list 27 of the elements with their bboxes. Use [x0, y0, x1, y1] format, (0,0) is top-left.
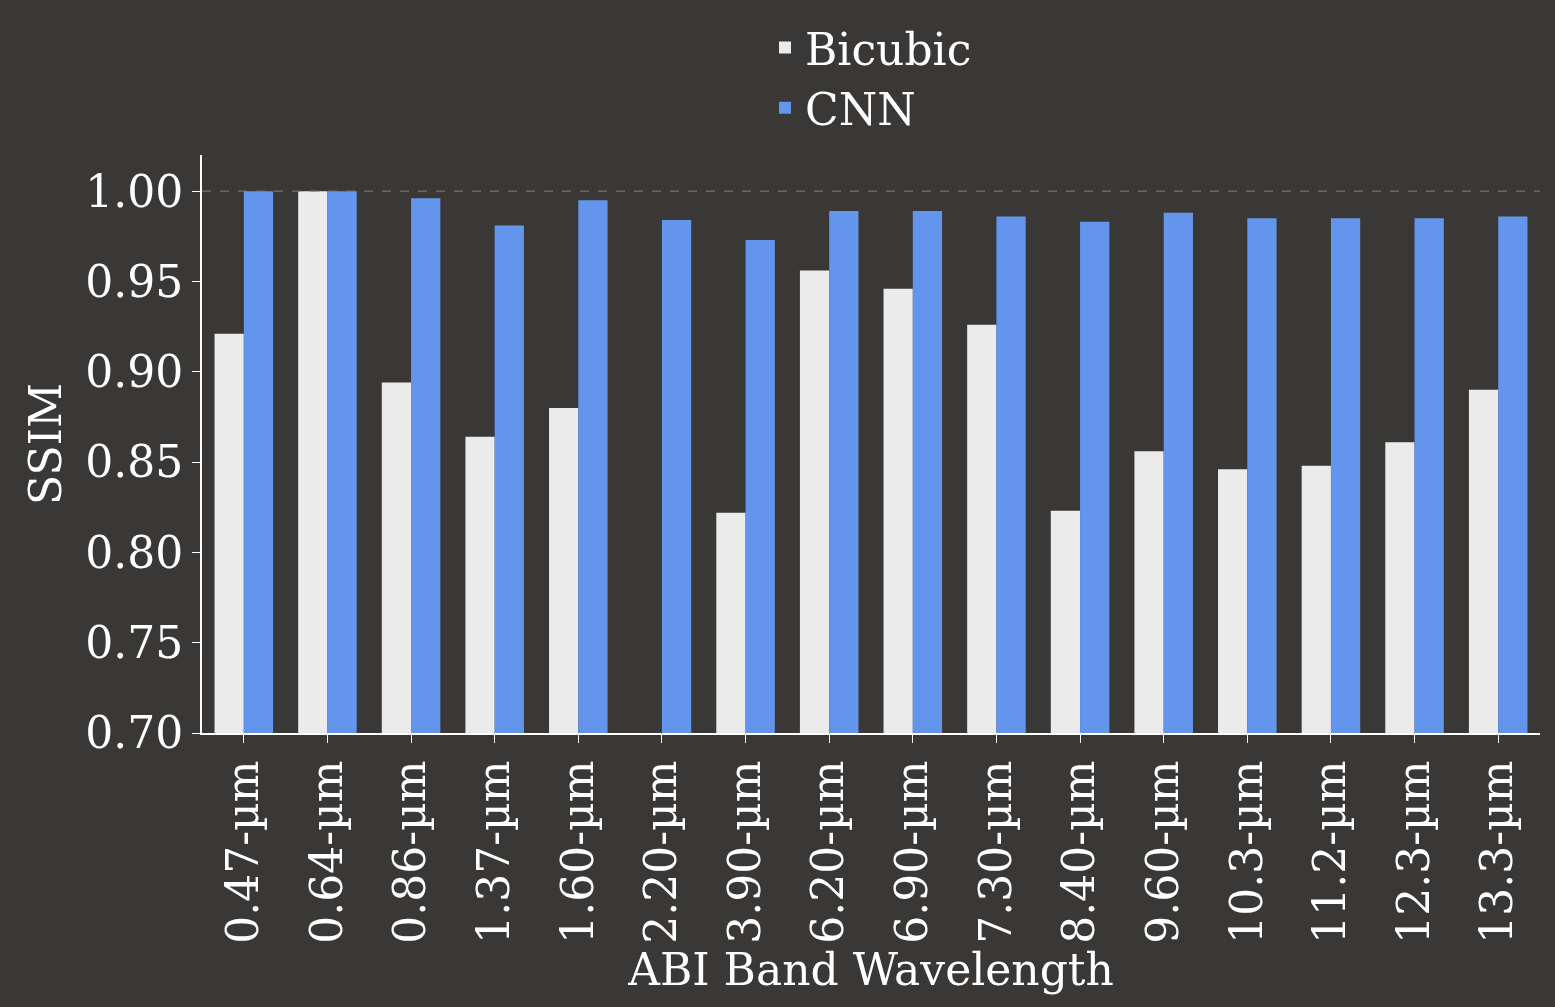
- x-tick-label: 9.60-µm: [1136, 760, 1188, 944]
- x-axis-title: ABI Band Wavelength: [627, 943, 1114, 995]
- x-tick-label: 12.3-µm: [1387, 760, 1439, 944]
- x-tick-label: 10.3-µm: [1220, 760, 1272, 944]
- y-tick-label: 0.80: [85, 526, 184, 578]
- x-tick-label: 1.60-µm: [551, 760, 603, 944]
- x-tick-label: 13.3-µm: [1471, 760, 1523, 944]
- x-tick-label: 6.20-µm: [802, 760, 854, 944]
- x-tick-label: 1.37-µm: [467, 760, 519, 944]
- x-tick-label: 2.20-µm: [635, 760, 687, 944]
- legend-label: Bicubic: [805, 23, 972, 75]
- x-tick-label: 0.86-µm: [384, 760, 436, 944]
- y-axis-title: SSIM: [19, 383, 71, 505]
- x-tick-label: 0.64-µm: [300, 760, 352, 944]
- x-tick-label: 7.30-µm: [969, 760, 1021, 944]
- y-tick-label: 0.90: [85, 346, 184, 398]
- legend-label: CNN: [805, 83, 916, 135]
- x-tick-label: 11.2-µm: [1304, 760, 1356, 944]
- x-tick-label: 0.47-µm: [217, 760, 269, 944]
- y-tick-label: 0.95: [85, 255, 184, 307]
- y-tick-label: 0.75: [85, 617, 184, 669]
- x-tick-label: 6.90-µm: [886, 760, 938, 944]
- x-tick-label: 8.40-µm: [1053, 760, 1105, 944]
- x-tick-label: 3.90-µm: [718, 760, 770, 944]
- y-tick-label: 0.85: [85, 436, 184, 488]
- y-tick-label: 0.70: [85, 707, 184, 759]
- y-tick-label: 1.00: [85, 165, 184, 217]
